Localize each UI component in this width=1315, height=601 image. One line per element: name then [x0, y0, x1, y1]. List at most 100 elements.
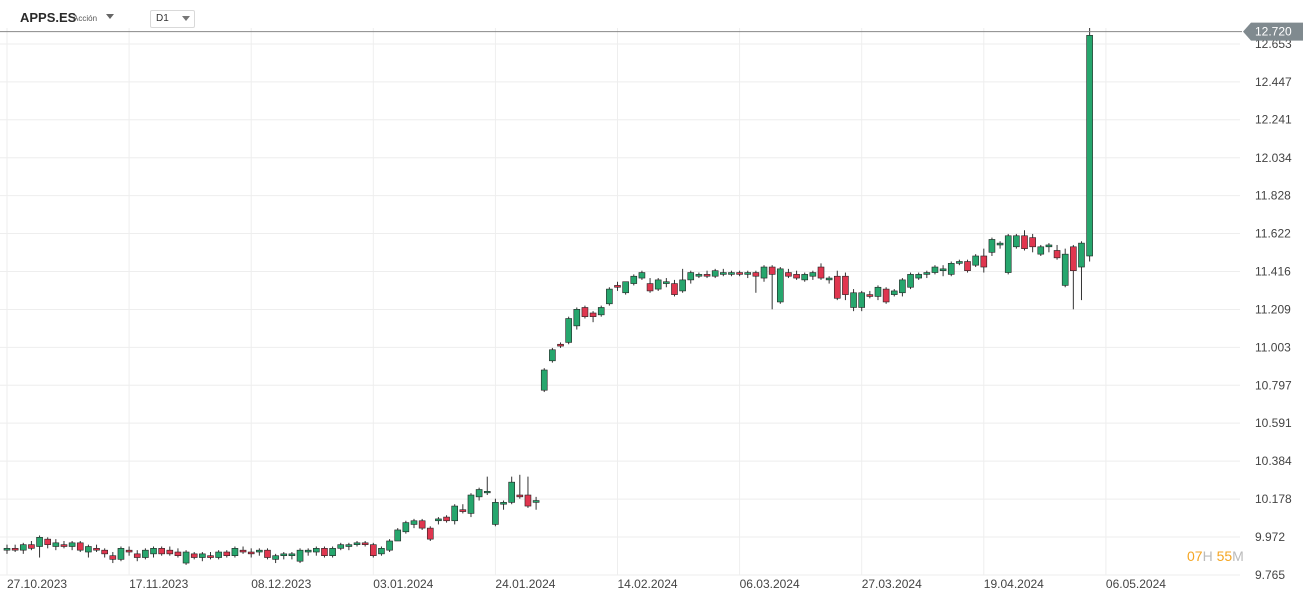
candle-body [394, 529, 402, 542]
candle [866, 290, 874, 299]
candle [313, 546, 320, 556]
candle-body [451, 505, 459, 522]
candle [247, 548, 255, 558]
candle-body [93, 548, 100, 551]
candle [638, 270, 646, 280]
candle [199, 552, 206, 562]
timeframe-select[interactable]: D1 [150, 10, 195, 28]
candle-body [44, 538, 52, 545]
candle [825, 276, 833, 284]
candle-body [158, 548, 165, 555]
candle-body [296, 549, 304, 562]
countdown-hours-unit: H [1202, 548, 1213, 564]
candle [28, 540, 35, 551]
x-axis: 27.10.2023 17.11.2023 08.12.2023 03.01.2024… [7, 577, 1166, 591]
candle [1013, 233, 1020, 249]
candle [695, 272, 703, 279]
candle [500, 500, 507, 510]
candle [483, 476, 491, 496]
candle-body [1029, 237, 1036, 248]
y-tick-label: 12.241 [1255, 113, 1292, 127]
candle [475, 487, 483, 501]
candle-body [785, 272, 792, 277]
candle-body [288, 553, 296, 556]
candle-body [215, 551, 222, 558]
y-tick-label: 11.828 [1255, 189, 1291, 203]
candle-body [1086, 35, 1093, 257]
candle-body [11, 548, 19, 551]
candle-body [36, 537, 43, 547]
candle-body [695, 274, 703, 277]
candle-body [801, 274, 809, 281]
candle [646, 278, 654, 293]
y-tick-label: 9.972 [1255, 530, 1285, 544]
candle [426, 526, 434, 541]
instrument-type-label: Acción [73, 14, 98, 23]
candle [410, 518, 418, 529]
candle-body [1078, 242, 1085, 268]
candle [337, 542, 345, 551]
candle [3, 544, 11, 554]
y-tick-label: 12.447 [1255, 75, 1292, 89]
candle [768, 265, 776, 310]
candle [540, 368, 548, 393]
candle-body [280, 553, 288, 556]
candle [809, 270, 817, 280]
candle-body [435, 518, 442, 522]
y-tick-label: 9.765 [1255, 568, 1285, 582]
candle-body [68, 542, 76, 547]
candle [850, 289, 857, 312]
candle [418, 518, 426, 530]
candle-body [939, 268, 947, 272]
candle [467, 493, 475, 518]
candle [321, 546, 328, 558]
candle [68, 540, 76, 551]
candle [1078, 241, 1085, 301]
candle-body [809, 272, 817, 277]
candle [679, 268, 686, 293]
candle-body [231, 548, 239, 556]
candle [85, 544, 92, 558]
candle-body [174, 551, 182, 556]
candle [988, 237, 996, 256]
candle [125, 546, 133, 556]
candle-body [28, 544, 35, 549]
candle [329, 546, 336, 558]
candle-body [736, 272, 743, 275]
current-price-badge [1243, 22, 1303, 41]
candle-body [956, 261, 963, 264]
candle [711, 268, 719, 279]
symbol-label[interactable]: APPS.ES [20, 10, 77, 25]
candle-body [467, 494, 475, 514]
candle-body [899, 279, 906, 294]
x-tick-label: 27.03.2024 [862, 577, 922, 591]
candle [532, 496, 540, 510]
candles [3, 28, 1093, 565]
candle-body [1013, 235, 1020, 248]
candle [280, 552, 288, 560]
candle [565, 316, 572, 345]
candle-body [825, 277, 833, 281]
x-tick-label: 03.01.2024 [373, 577, 433, 591]
symbol-dropdown-caret-icon[interactable] [106, 14, 114, 19]
candle-body [606, 288, 613, 305]
candle [931, 265, 939, 275]
candle [207, 552, 214, 560]
candle-body [190, 553, 198, 558]
candle-body [256, 549, 263, 553]
candle [1004, 233, 1012, 275]
candle-body [101, 549, 108, 555]
candle [345, 542, 353, 551]
candle-body [19, 544, 27, 551]
candle [117, 546, 125, 562]
y-tick-label: 10.384 [1255, 454, 1292, 468]
candle-body [1070, 246, 1077, 272]
candle [101, 548, 108, 558]
y-tick-label: 11.622 [1255, 227, 1291, 241]
candle [60, 540, 68, 549]
candle-body [166, 549, 174, 555]
candle [459, 504, 467, 514]
candle [882, 287, 890, 304]
candle [492, 498, 499, 527]
